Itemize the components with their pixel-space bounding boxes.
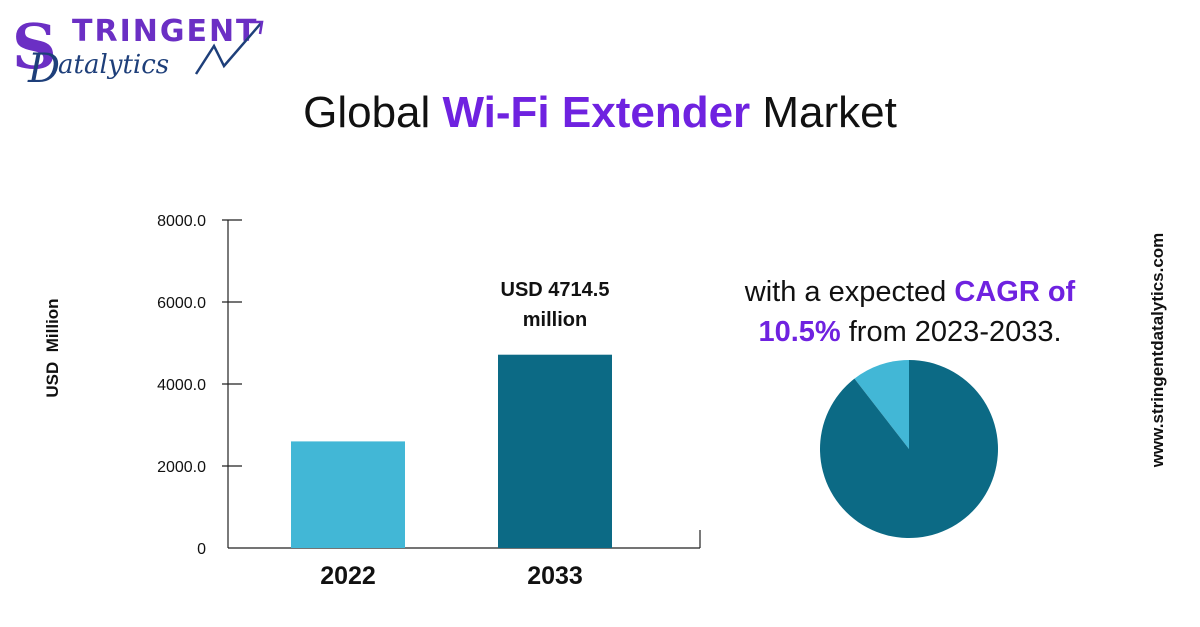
svg-text:S: S (12, 10, 57, 83)
data-label: million (523, 309, 587, 331)
y-tick-label: 0 (197, 541, 206, 558)
y-tick-label: 8000.0 (157, 213, 206, 230)
pie-slice-1 (854, 360, 909, 449)
title-prefix: Global (303, 88, 443, 137)
title-suffix: Market (750, 88, 897, 137)
pie-chart (820, 360, 999, 538)
y-tick-label: 2000.0 (157, 459, 206, 476)
y-tick-label: 6000.0 (157, 295, 206, 312)
bar-2022 (291, 441, 405, 548)
bar-2033 (498, 354, 612, 548)
cagr-after: from 2023-2033. (840, 316, 1062, 348)
title-highlight: Wi-Fi Extender (442, 88, 751, 137)
website-url: www.stringentdatalytics.com (1148, 232, 1167, 468)
cagr-highlight: CAGR of 10.5% (758, 276, 1076, 348)
page-title: Global Wi-Fi Extender Market (0, 88, 1200, 138)
y-axis-label: USD Million (43, 298, 62, 397)
pie-slice-2 (820, 360, 999, 538)
logo-top-text: TRINGENT (72, 14, 259, 49)
stringent-datalytics-logo: S D TRINGENT atalytics (10, 10, 270, 90)
logo-bottom-text: atalytics (58, 50, 170, 80)
x-tick-label: 2022 (320, 562, 376, 590)
bar-chart: 0 2000.0 4000.0 6000.0 8000.0 USD Million 2022… (43, 213, 701, 590)
data-label: USD 4714.5 (501, 279, 610, 301)
y-tick-label: 4000.0 (157, 377, 206, 394)
cagr-text: with a expected CAGR of 10.5% from 2023-… (700, 272, 1120, 352)
cagr-before: with a expected (744, 276, 955, 308)
x-tick-label: 2033 (527, 562, 583, 590)
svg-text:D: D (27, 46, 60, 90)
logo-mark-icon: S D (12, 10, 60, 90)
logo-trend-arrow-icon (194, 20, 264, 75)
